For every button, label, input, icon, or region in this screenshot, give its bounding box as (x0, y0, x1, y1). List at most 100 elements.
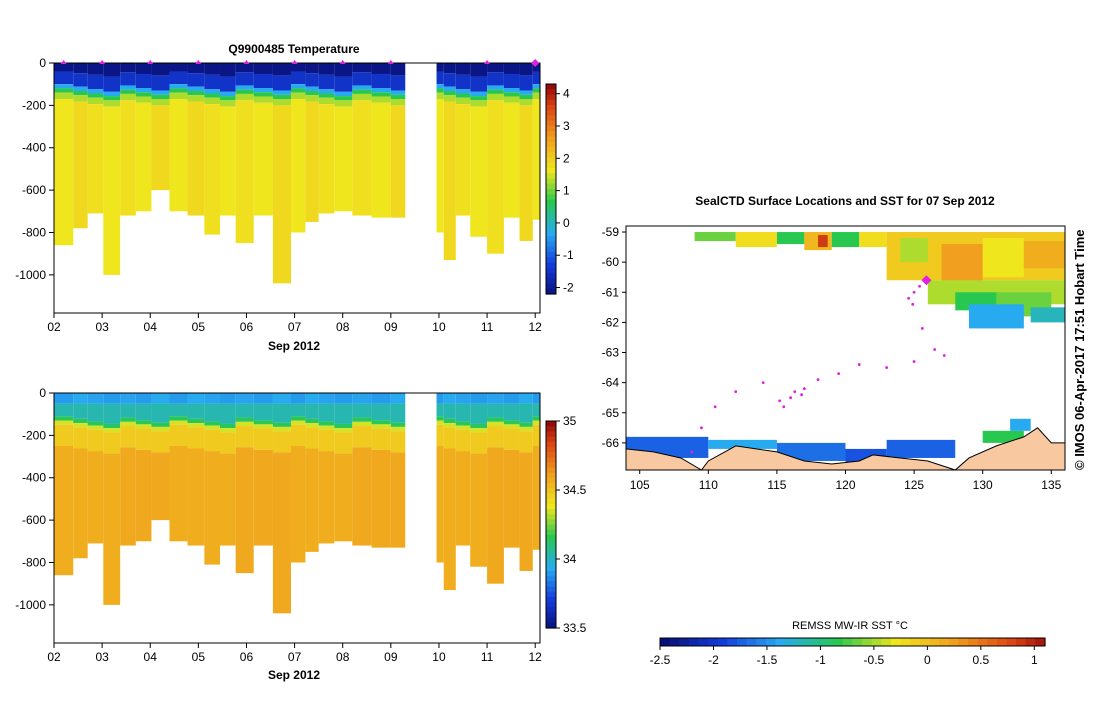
profile-layer (290, 92, 306, 100)
colorbar-cell (546, 152, 556, 159)
profile-layer (443, 86, 456, 91)
profile-layer (272, 426, 291, 432)
profile-layer (532, 84, 540, 89)
profile-layer (519, 422, 533, 427)
profile-layer (390, 426, 406, 432)
profile-column (272, 63, 291, 284)
profile-layer (169, 416, 188, 421)
colorbar-tick-label: 2 (563, 151, 570, 165)
profile-layer (334, 76, 353, 92)
profile-layer (470, 393, 488, 404)
seal-track-point (933, 348, 937, 351)
x-tick-label: 12 (529, 320, 543, 334)
profile-column (436, 393, 444, 563)
profile-layer (120, 417, 136, 422)
sst-patch (776, 232, 805, 245)
colorbar-cell (546, 168, 556, 174)
profile-layer (352, 63, 372, 73)
colorbar-tick-label: 4 (563, 87, 570, 101)
profile-layer (487, 426, 504, 448)
temperature-panel: Q9900485 Temperature 0 -200 -400 -600 -800 -1… (15, 42, 574, 353)
seal-track-point (700, 426, 703, 430)
temperature-xlabel: Sep 2012 (268, 339, 320, 353)
seal-track-point (912, 360, 916, 363)
profile-layer (305, 393, 319, 404)
profile-layer (169, 420, 188, 425)
seal-track-point (885, 366, 889, 369)
profile-layer (436, 393, 444, 404)
profile-layer (253, 424, 273, 429)
profile-layer (54, 445, 74, 576)
colorbar-cell (546, 215, 556, 222)
profile-column (390, 393, 406, 548)
y-tick-label: -400 (22, 141, 46, 155)
seal-track-point (911, 302, 915, 306)
colorbar-cell (881, 638, 892, 646)
profile-layer (455, 451, 471, 546)
profile-column (151, 63, 170, 191)
profile-marker (195, 60, 202, 64)
profile-layer (204, 451, 221, 565)
profile-layer (487, 403, 504, 418)
x-tick-label: 02 (47, 650, 61, 664)
colorbar-cell (891, 638, 902, 646)
temperature-colorbar: 4 3 2 1 0 -1 -2 (545, 83, 574, 295)
colorbar-tick-label: 0.5 (972, 653, 989, 667)
colorbar-cell (546, 421, 556, 427)
profile-column (487, 63, 504, 254)
profile-column (318, 63, 335, 214)
colorbar-cell (546, 147, 556, 153)
profile-layer (470, 100, 488, 107)
colorbar-cell (546, 591, 556, 598)
colorbar-cell (546, 141, 556, 148)
profile-layer (503, 96, 520, 103)
colorbar-cell (546, 602, 556, 608)
profile-layer (290, 84, 306, 89)
profile-layer (103, 428, 121, 433)
profile-layer (151, 75, 170, 91)
profile-layer (436, 92, 444, 100)
sst-patch (1023, 241, 1065, 269)
profile-layer (455, 63, 471, 75)
profile-layer (54, 403, 74, 417)
colorbar-cell (977, 638, 988, 646)
profile-layer (204, 63, 221, 75)
colorbar-cell (987, 638, 998, 646)
profile-layer (120, 85, 136, 90)
profile-column (371, 63, 391, 218)
profile-layer (371, 88, 391, 93)
colorbar-cell (1006, 638, 1017, 646)
colorbar-cell (708, 638, 719, 646)
salinity-x-axis: 02 03 04 05 06 07 08 09 10 11 12 (47, 643, 542, 664)
seal-track-point (690, 450, 694, 454)
seal-track-point (907, 296, 911, 300)
colorbar-cell (660, 638, 671, 646)
profile-layer (519, 431, 533, 453)
profile-layer (455, 74, 471, 90)
profile-layer (318, 89, 335, 94)
x-tick-label: 03 (95, 650, 109, 664)
profile-layer (487, 85, 504, 90)
profile-layer (272, 393, 291, 404)
colorbar-cell (546, 136, 556, 143)
colorbar-cell (546, 231, 556, 237)
colorbar-cell (546, 612, 556, 619)
colorbar-cell (785, 638, 796, 646)
sst-colorbar-label: REMSS MW-IR SST °C (792, 620, 908, 632)
profile-layer (151, 426, 170, 432)
profile-layer (120, 426, 136, 448)
colorbar-cell (948, 638, 959, 646)
colorbar-cell (546, 278, 556, 285)
profile-column (103, 63, 121, 275)
profile-layer (235, 417, 254, 422)
colorbar-tick-label: 33.5 (563, 621, 587, 635)
x-tick-label: 08 (336, 320, 350, 334)
profile-layer (73, 90, 88, 96)
profile-layer (470, 106, 488, 237)
colorbar-cell (546, 210, 556, 216)
profile-layer (487, 447, 504, 584)
profile-layer (54, 416, 74, 421)
x-tick-label: 10 (432, 650, 446, 664)
profile-layer (220, 96, 236, 101)
profile-layer (503, 63, 520, 75)
